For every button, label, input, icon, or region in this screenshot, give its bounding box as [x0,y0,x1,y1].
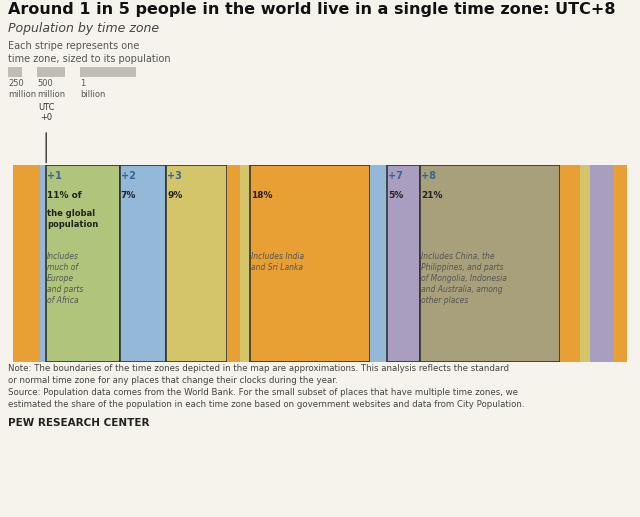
Text: 11% of: 11% of [47,191,82,200]
Bar [580,165,591,362]
Bar [120,165,166,362]
Text: Around 1 in 5 people in the world live in a single time zone: UTC+8: Around 1 in 5 people in the world live i… [8,2,616,17]
Bar [591,165,614,362]
Bar [250,165,370,362]
Bar [13,165,23,362]
Bar [250,165,370,362]
Bar [377,165,387,362]
Bar [166,165,227,362]
Bar [46,165,120,362]
Text: Includes India
and Sri Lanka: Includes India and Sri Lanka [251,252,304,272]
Bar [8,67,22,77]
Text: +7: +7 [388,171,403,181]
Text: Source: Population data comes from the World Bank. For the small subset of place: Source: Population data comes from the W… [8,388,518,397]
Bar [387,165,420,362]
Text: 1
billion: 1 billion [80,79,106,99]
Bar [561,165,580,362]
Text: +1: +1 [47,171,62,181]
Text: or normal time zone for any places that change their clocks during the year.: or normal time zone for any places that … [8,376,338,385]
Text: 5%: 5% [388,191,403,200]
Bar [40,165,46,362]
Text: 21%: 21% [421,191,443,200]
Text: 7%: 7% [121,191,136,200]
Text: +2: +2 [121,171,136,181]
Text: +8: +8 [421,171,436,181]
Text: Population by time zone: Population by time zone [8,22,159,35]
Text: PEW RESEARCH CENTER: PEW RESEARCH CENTER [8,418,150,428]
Bar [240,165,250,362]
Bar [120,165,166,362]
Text: +3: +3 [168,171,182,181]
Bar [46,165,120,362]
Text: 9%: 9% [168,191,183,200]
Text: 18%: 18% [251,191,273,200]
Bar [370,165,377,362]
Bar [37,67,65,77]
Bar [420,165,561,362]
Text: estimated the share of the population in each time zone based on government webs: estimated the share of the population in… [8,400,525,409]
Text: Each stripe represents one
time zone, sized to its population: Each stripe represents one time zone, si… [8,41,171,64]
Bar [387,165,420,362]
Bar [420,165,561,362]
Bar [166,165,227,362]
Text: Includes
much of
Europe
and parts
of Africa: Includes much of Europe and parts of Afr… [47,252,84,305]
Text: Note: The boundaries of the time zones depicted in the map are approximations. T: Note: The boundaries of the time zones d… [8,364,509,373]
Text: UTC
+0: UTC +0 [38,103,54,122]
Text: 500
million: 500 million [37,79,65,99]
Text: Includes China, the
Philippines, and parts
of Mongolia, Indonesia
and Australia,: Includes China, the Philippines, and par… [421,252,507,305]
Text: 250
million: 250 million [8,79,36,99]
Text: +5.5: +5.5 [251,171,276,181]
Bar [227,165,240,362]
Bar [614,165,627,362]
Bar [23,165,40,362]
Text: the global
population: the global population [47,209,99,229]
Bar [80,67,136,77]
